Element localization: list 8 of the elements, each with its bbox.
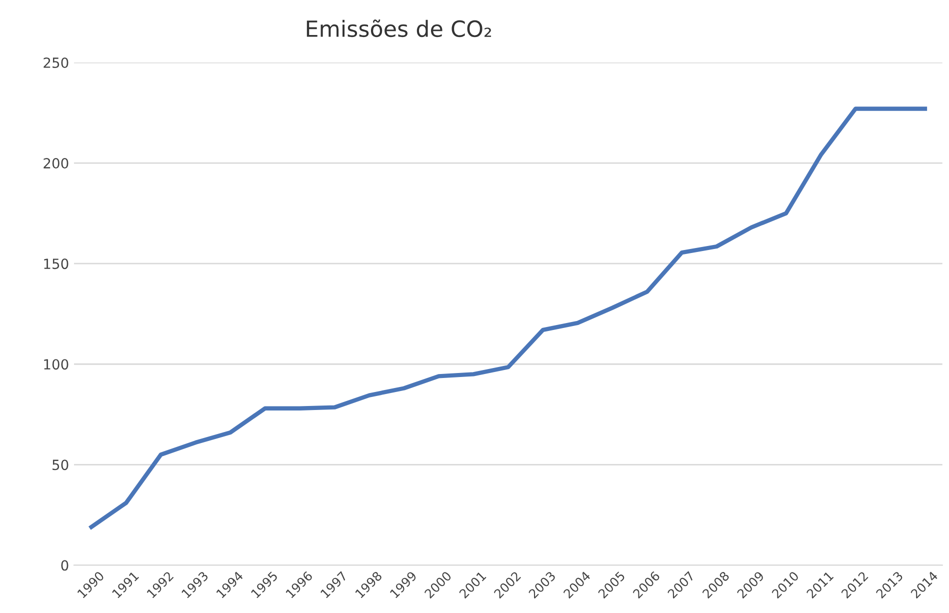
y-tick-label: 150: [44, 258, 68, 270]
line-series: [89, 106, 928, 530]
y-tick-label: 100: [44, 359, 68, 370]
y-tick-label: 50: [52, 460, 68, 470]
y-tick-label: 250: [44, 57, 68, 68]
y-tick-label: 200: [44, 158, 68, 169]
y-tick-label: 0: [61, 560, 68, 571]
chart-title: Emissões de CO₂: [306, 20, 492, 38]
